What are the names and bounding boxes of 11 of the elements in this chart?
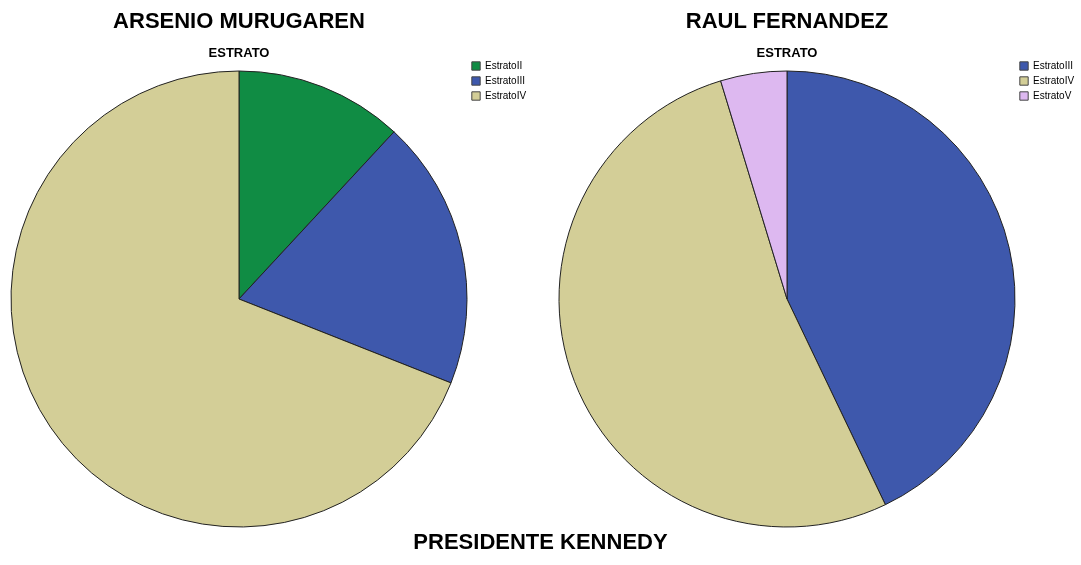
- text: PRESIDENTE KENNEDY: [412, 529, 669, 555]
- legend-label: EstratoIV: [485, 90, 527, 101]
- legend-label: EstratoV: [1033, 90, 1072, 101]
- legend-label: EstratoII: [485, 60, 523, 71]
- legend-label: EstratoIV: [1033, 75, 1075, 86]
- chart-title: RAUL FERNANDEZ: [685, 8, 889, 33]
- legend-label: EstratoIII: [1033, 60, 1074, 71]
- chart-subtitle: ESTRATO: [756, 45, 818, 60]
- legend-label: EstratoIII: [485, 75, 526, 86]
- chart-subtitle: ESTRATO: [208, 45, 270, 60]
- chart-title: ARSENIO MURUGAREN: [113, 8, 365, 33]
